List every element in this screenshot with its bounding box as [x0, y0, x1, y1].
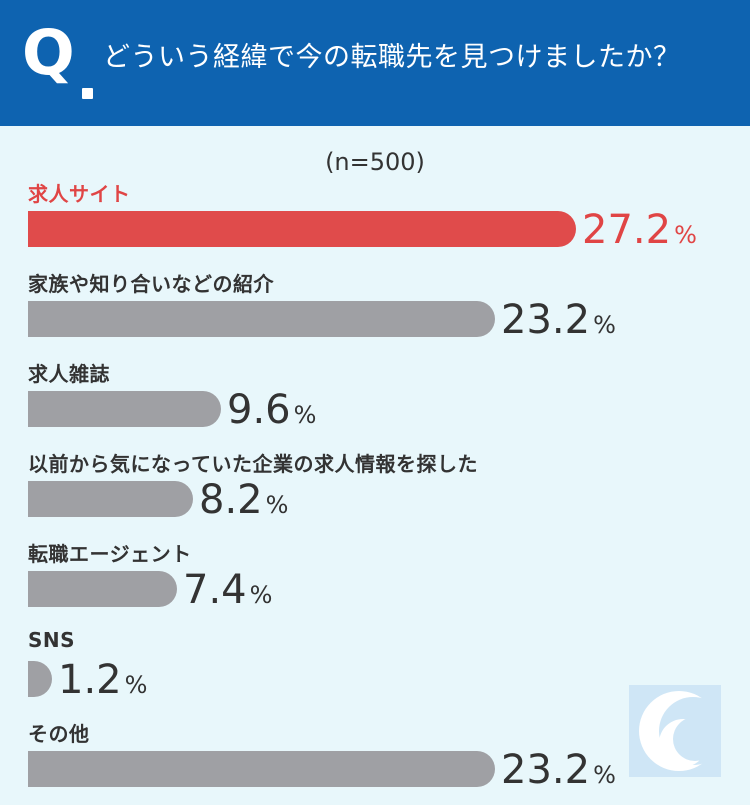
percent-unit: %: [293, 401, 317, 429]
bar: [28, 481, 193, 517]
bar-label: 求人雑誌: [28, 362, 110, 386]
bar: [28, 571, 177, 607]
percent-unit: %: [593, 761, 616, 789]
q-mark: Q: [22, 16, 75, 89]
bar-value: 23.2: [501, 297, 591, 343]
percent-unit: %: [124, 671, 148, 699]
bar-value: 8.2: [199, 477, 263, 523]
percent-unit: %: [249, 581, 273, 609]
percent-unit: %: [593, 311, 616, 339]
bar-value: 1.2: [58, 657, 122, 703]
sample-size: (n=500): [325, 148, 425, 176]
bar-value-label: 7.4%: [183, 570, 273, 613]
bar-value-label: 27.2%: [582, 210, 697, 253]
bar-label: 転職エージェント: [28, 542, 192, 566]
bar: [28, 661, 52, 697]
bar-label: その他: [28, 722, 90, 746]
bar: [28, 211, 576, 247]
question-header: Q どういう経緯で今の転職先を見つけましたか？: [0, 0, 750, 126]
percent-unit: %: [265, 491, 289, 519]
bar-label: SNS: [28, 628, 76, 652]
bar-value-label: 23.2%: [501, 300, 616, 343]
company-logo-icon: [629, 685, 721, 777]
percent-unit: %: [674, 221, 697, 249]
bar-label: 以前から気になっていた企業の求人情報を探した: [28, 452, 478, 476]
bar: [28, 391, 221, 427]
bar-label: 求人サイト: [28, 182, 131, 206]
q-dot-decoration: [82, 88, 93, 99]
bar-label: 家族や知り合いなどの紹介: [28, 272, 274, 296]
bar-value: 27.2: [582, 207, 672, 253]
bar: [28, 751, 495, 787]
question-text: どういう経緯で今の転職先を見つけましたか？: [103, 42, 681, 73]
bar-value: 9.6: [227, 387, 291, 433]
bar-value-label: 23.2%: [501, 750, 616, 793]
bar-value-label: 8.2%: [199, 480, 289, 523]
bar-value: 7.4: [183, 567, 247, 613]
bar-value-label: 9.6%: [227, 390, 317, 433]
bar: [28, 301, 495, 337]
bar-value: 23.2: [501, 747, 591, 793]
bar-value-label: 1.2%: [58, 660, 148, 703]
